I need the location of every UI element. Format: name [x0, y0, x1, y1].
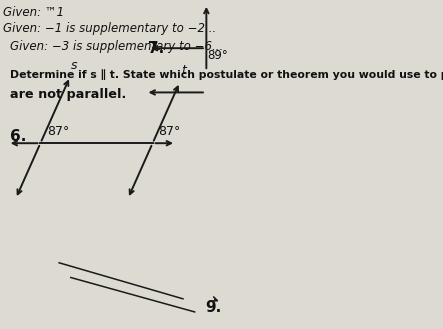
Text: 6.: 6. — [10, 129, 27, 144]
Text: 9.: 9. — [205, 299, 222, 315]
Text: 7.: 7. — [148, 41, 164, 56]
Text: Given: −1 is supplementary to −2...: Given: −1 is supplementary to −2... — [3, 22, 216, 35]
Text: 87°: 87° — [47, 125, 70, 138]
Text: 87°: 87° — [159, 125, 181, 138]
Text: 89°: 89° — [207, 49, 228, 62]
Text: t: t — [181, 64, 186, 77]
Text: are not parallel.: are not parallel. — [10, 88, 126, 101]
Text: Determine if s ∥ t. State which postulate or theorem you would use to prove they: Determine if s ∥ t. State which postulat… — [10, 69, 443, 80]
Text: Given: −3 is supplementary to −6...: Given: −3 is supplementary to −6... — [10, 40, 223, 53]
Text: s: s — [71, 59, 78, 72]
Text: Given: ™1: Given: ™1 — [3, 6, 64, 19]
